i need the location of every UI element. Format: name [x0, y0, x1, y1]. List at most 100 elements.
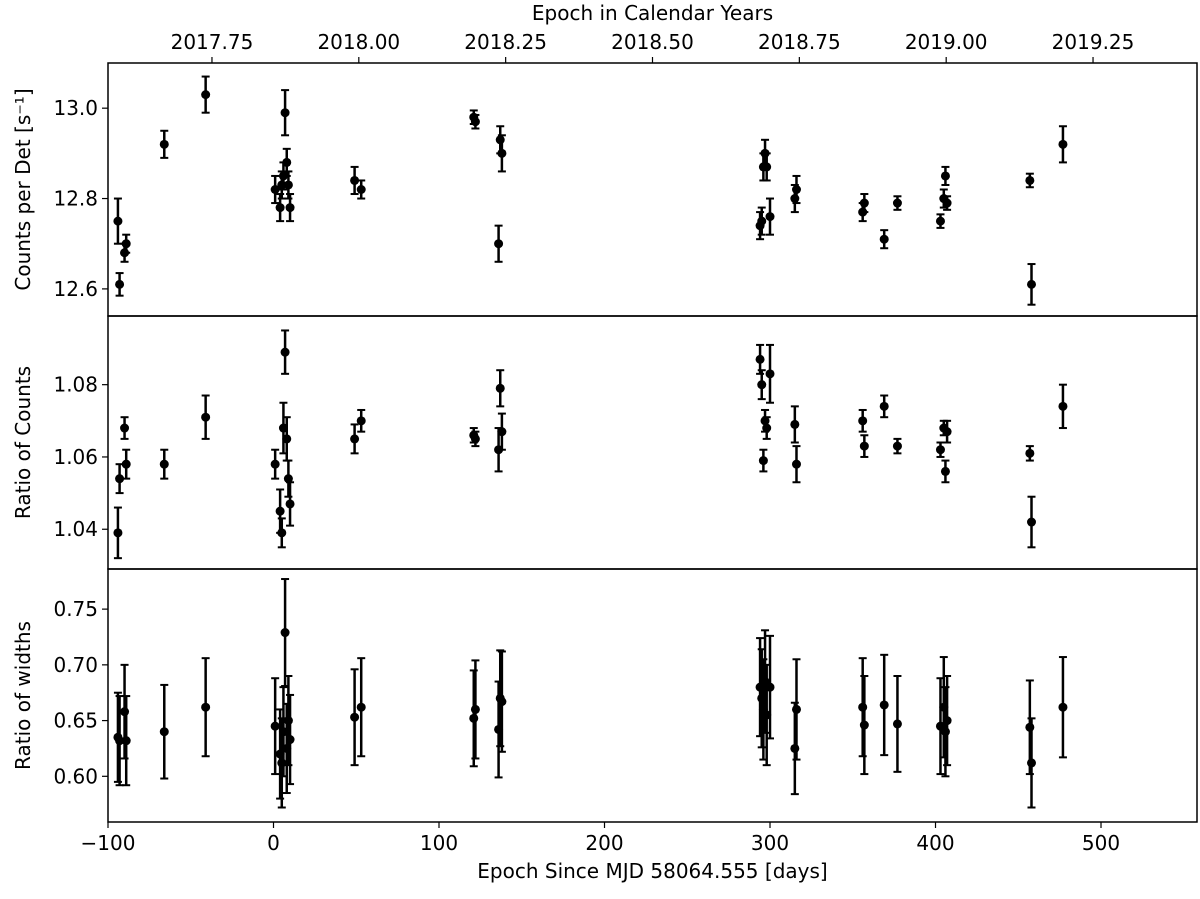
y-tick-label: 0.75: [53, 597, 98, 621]
data-point: [1058, 139, 1068, 149]
x-tick-label: 500: [1082, 831, 1120, 855]
data-point: [159, 139, 169, 149]
data-point: [470, 434, 480, 444]
data-point: [356, 416, 366, 426]
data-point: [892, 198, 902, 208]
data-point: [120, 423, 130, 433]
data-point: [350, 175, 360, 185]
data-point: [791, 704, 801, 714]
data-point: [879, 401, 889, 411]
data-point: [858, 416, 868, 426]
data-point: [285, 203, 295, 213]
data-point: [497, 427, 507, 437]
data-point: [942, 427, 952, 437]
data-point: [1026, 279, 1036, 289]
data-point: [285, 735, 295, 745]
data-point: [201, 90, 211, 100]
x2-tick-label: 2018.00: [317, 30, 400, 54]
x2-tick-label: 2018.25: [464, 30, 547, 54]
data-point: [935, 445, 945, 455]
data-point: [879, 234, 889, 244]
x-tick-label: −100: [81, 831, 136, 855]
data-point: [121, 459, 131, 469]
data-point: [762, 423, 772, 433]
y-tick-label: 0.65: [53, 709, 98, 733]
data-point: [270, 459, 280, 469]
data-point: [275, 203, 285, 213]
data-point: [285, 499, 295, 509]
data-point: [494, 239, 504, 249]
x-tick-label: 0: [267, 831, 280, 855]
data-point: [356, 702, 366, 712]
data-point: [201, 702, 211, 712]
data-point: [757, 380, 767, 390]
data-point: [270, 185, 280, 194]
plot-frame: [107, 315, 1198, 570]
data-point: [469, 713, 479, 723]
data-point: [1025, 722, 1035, 732]
data-point: [497, 148, 507, 158]
data-point: [940, 466, 950, 476]
data-point: [282, 157, 292, 167]
data-point: [282, 434, 292, 444]
data-point: [275, 506, 285, 516]
data-point: [791, 459, 801, 469]
data-point: [350, 712, 360, 722]
data-point: [859, 720, 869, 730]
data-point: [159, 459, 169, 469]
y-tick-label: 1.04: [53, 517, 98, 541]
x2-tick-label: 2017.75: [171, 30, 254, 54]
data-point: [892, 441, 902, 451]
data-point: [270, 721, 280, 731]
data-point: [791, 185, 801, 194]
data-point: [280, 628, 290, 638]
data-point: [790, 743, 800, 753]
data-point: [113, 528, 123, 538]
data-point: [859, 198, 869, 208]
data-point: [201, 412, 211, 422]
data-point: [892, 719, 902, 729]
data-point: [495, 383, 505, 393]
y-tick-label: 12.6: [53, 277, 98, 301]
data-point: [495, 135, 505, 145]
y-axis-label: Ratio of Counts: [11, 366, 35, 519]
data-point: [121, 239, 131, 249]
data-point: [470, 117, 480, 127]
data-point: [120, 707, 130, 717]
data-point: [280, 108, 290, 118]
data-point: [283, 474, 293, 484]
data-point: [879, 700, 889, 710]
y-axis-label: Counts per Det [s⁻¹]: [11, 88, 35, 290]
x-tick-label: 100: [420, 831, 458, 855]
data-point: [942, 716, 952, 726]
data-point: [765, 682, 775, 692]
data-point: [762, 162, 772, 172]
data-point: [121, 736, 131, 746]
data-point: [858, 702, 868, 712]
x2-tick-label: 2018.50: [611, 30, 694, 54]
data-point: [470, 704, 480, 714]
data-point: [283, 180, 293, 190]
data-point: [940, 171, 950, 181]
data-point: [790, 419, 800, 429]
data-point: [765, 369, 775, 379]
x-tick-label: 200: [585, 831, 623, 855]
plot-frame: [107, 568, 1198, 823]
data-point: [283, 716, 293, 726]
data-point: [1058, 401, 1068, 411]
x2-tick-label: 2019.25: [1052, 30, 1135, 54]
data-point: [356, 185, 366, 194]
data-point: [1025, 175, 1035, 185]
data-point: [159, 727, 169, 737]
data-point: [757, 216, 767, 226]
y-tick-label: 13.0: [53, 96, 98, 120]
data-point: [942, 198, 952, 208]
data-point: [497, 697, 507, 707]
x2-tick-label: 2018.75: [758, 30, 841, 54]
data-point: [277, 528, 287, 538]
data-point: [113, 216, 123, 226]
data-point: [790, 194, 800, 204]
y-axis-label: Ratio of widths: [11, 621, 35, 770]
x2-tick-label: 2019.00: [905, 30, 988, 54]
data-point: [350, 434, 360, 444]
